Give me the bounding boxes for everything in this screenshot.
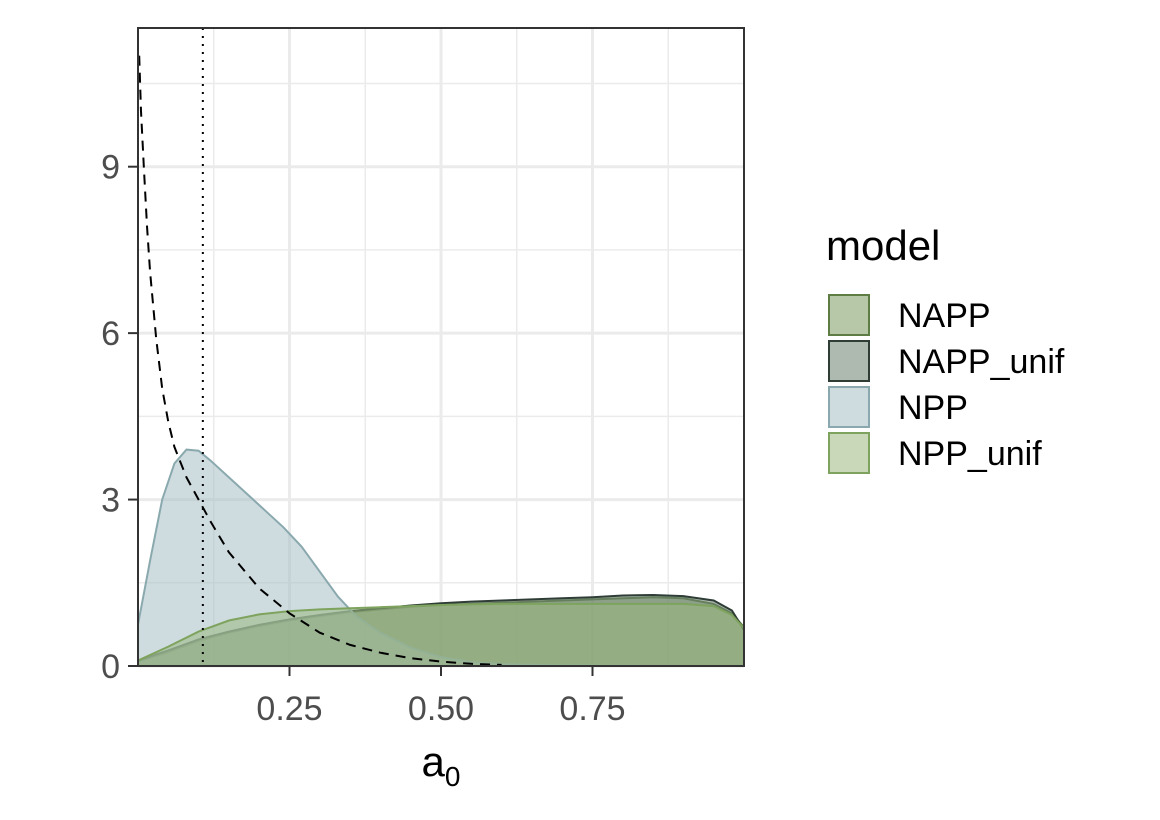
prior-density-curve — [138, 55, 502, 666]
x-tick-label: 0.50 — [408, 690, 474, 728]
legend-label-npp: NPP — [898, 389, 968, 427]
legend-label-napp: NAPP — [898, 297, 991, 335]
x-tick-label: 0.75 — [559, 690, 625, 728]
y-tick-label: 0 — [101, 648, 120, 686]
x-tick-label: 0.25 — [256, 690, 322, 728]
grid — [138, 28, 744, 668]
outline-npp-unif — [137, 602, 745, 662]
legend-key-npp-unif — [828, 432, 870, 474]
axes: 0.25 0.50 0.75 0 3 6 9 — [101, 149, 626, 728]
area-npp-unif — [138, 603, 744, 666]
legend-label-npp-unif: NPP_unif — [898, 435, 1042, 473]
x-axis-title-subscript: 0 — [445, 761, 461, 792]
y-tick-label: 3 — [101, 482, 120, 520]
x-axis-title-main: a — [422, 738, 446, 785]
legend: model NAPP NAPP_unif NPP NPP_unif — [826, 222, 1065, 474]
y-tick-label: 9 — [101, 149, 120, 187]
density-areas — [137, 448, 745, 667]
x-axis-title: a0 — [422, 738, 461, 792]
legend-key-npp — [828, 386, 870, 428]
legend-title: model — [826, 222, 940, 269]
legend-label-napp-unif: NAPP_unif — [898, 343, 1065, 381]
legend-key-napp-unif — [828, 340, 870, 382]
legend-key-napp — [828, 294, 870, 336]
y-tick-label: 6 — [101, 315, 120, 353]
reference-lines — [138, 28, 502, 666]
